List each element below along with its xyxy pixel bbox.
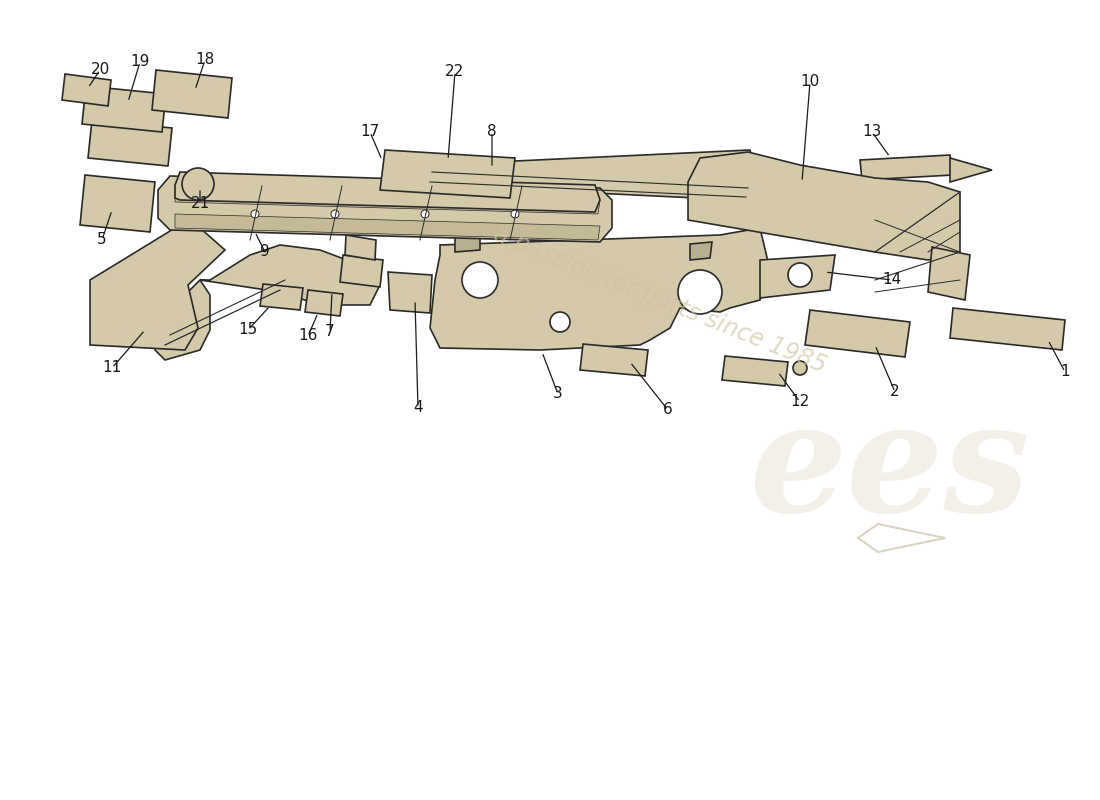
Polygon shape (175, 172, 600, 212)
Text: 22: 22 (446, 65, 464, 79)
Text: 2: 2 (890, 385, 900, 399)
Text: 8: 8 (487, 125, 497, 139)
Circle shape (678, 270, 722, 314)
Polygon shape (175, 214, 600, 240)
Text: 11: 11 (102, 361, 122, 375)
Circle shape (421, 210, 429, 218)
Text: 6: 6 (663, 402, 673, 418)
Text: 17: 17 (361, 125, 379, 139)
Text: 9: 9 (260, 245, 270, 259)
Polygon shape (580, 344, 648, 376)
Polygon shape (90, 228, 226, 350)
Polygon shape (345, 235, 376, 260)
Text: 14: 14 (882, 273, 902, 287)
Polygon shape (860, 155, 953, 180)
Text: 21: 21 (190, 197, 210, 211)
Polygon shape (722, 356, 788, 386)
Text: 16: 16 (298, 329, 318, 343)
Circle shape (550, 312, 570, 332)
Text: 1: 1 (1060, 365, 1070, 379)
Polygon shape (152, 70, 232, 118)
Polygon shape (175, 188, 600, 214)
Polygon shape (688, 152, 960, 260)
Polygon shape (155, 280, 210, 360)
Polygon shape (388, 272, 432, 313)
Circle shape (512, 210, 519, 218)
Polygon shape (260, 284, 302, 310)
Polygon shape (418, 150, 758, 200)
Text: 3: 3 (553, 386, 563, 402)
Polygon shape (760, 255, 835, 298)
Circle shape (462, 262, 498, 298)
Polygon shape (158, 176, 612, 242)
Polygon shape (82, 86, 166, 132)
Polygon shape (430, 228, 770, 350)
Polygon shape (950, 308, 1065, 350)
Circle shape (788, 263, 812, 287)
Circle shape (182, 168, 214, 200)
Polygon shape (305, 290, 343, 316)
Text: 12: 12 (791, 394, 810, 410)
Text: 13: 13 (862, 125, 882, 139)
Text: 10: 10 (801, 74, 820, 90)
Text: 4: 4 (414, 401, 422, 415)
Text: 5: 5 (97, 233, 107, 247)
Polygon shape (690, 242, 712, 260)
Text: a passion for parts since 1985: a passion for parts since 1985 (491, 222, 829, 378)
Text: 19: 19 (130, 54, 150, 70)
Polygon shape (928, 247, 970, 300)
Circle shape (251, 210, 258, 218)
Text: 15: 15 (239, 322, 257, 338)
Circle shape (793, 361, 807, 375)
Text: ees: ees (750, 395, 1030, 545)
Polygon shape (200, 245, 380, 305)
Polygon shape (950, 158, 992, 182)
Polygon shape (80, 175, 155, 232)
Text: 20: 20 (90, 62, 110, 78)
Text: 7: 7 (326, 325, 334, 339)
Polygon shape (379, 150, 515, 198)
Polygon shape (88, 120, 172, 166)
Polygon shape (340, 255, 383, 287)
Polygon shape (455, 230, 480, 252)
Text: 18: 18 (196, 53, 214, 67)
Polygon shape (62, 74, 111, 106)
Polygon shape (805, 310, 910, 357)
Circle shape (331, 210, 339, 218)
